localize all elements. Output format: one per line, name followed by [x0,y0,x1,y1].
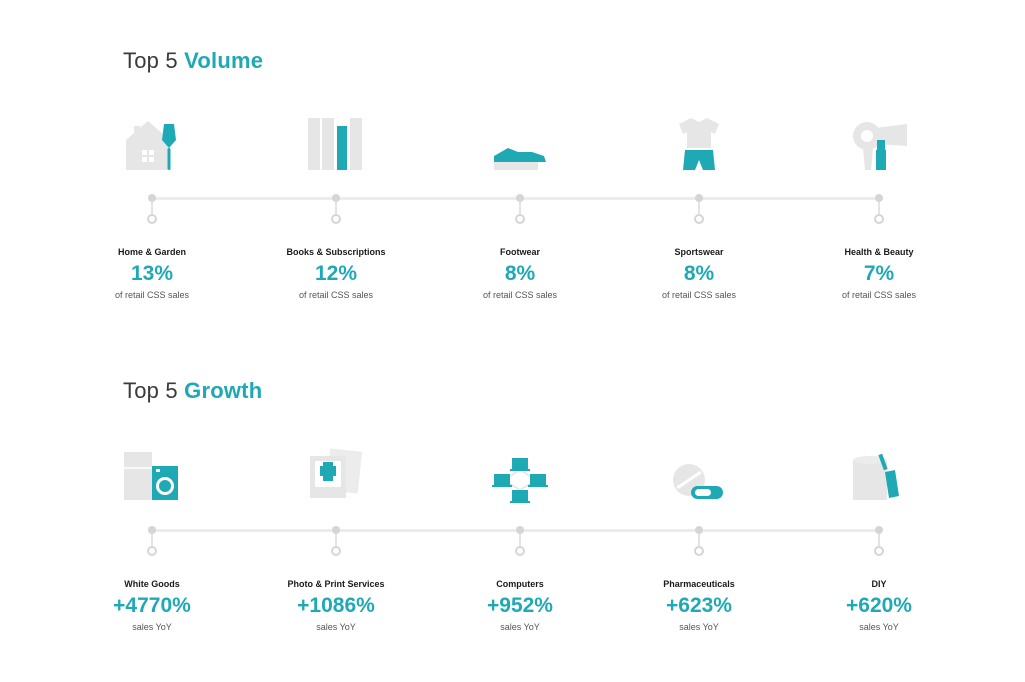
category-caption: sales YoY [132,622,172,632]
title-accent: Volume [184,48,264,73]
timeline-ring [147,546,157,556]
fridge-washer-icon [124,452,178,500]
timeline-stem [698,202,700,214]
timeline-stem [335,202,337,214]
category-value: 7% [863,262,895,285]
timeline-stem [878,202,880,214]
category-value: +1086% [297,594,375,617]
timeline-dot [875,194,883,202]
category-label: Home & Garden [117,247,186,257]
category-value: +623% [666,594,732,617]
house-trowel-icon [126,121,176,170]
category-label: Sportswear [674,247,724,257]
timeline-stem [698,534,700,546]
category-label: Books & Subscriptions [286,247,386,257]
paint-roll-brush-icon [853,453,899,500]
category-value: +620% [846,594,912,617]
timeline-stem [335,534,337,546]
shoe-icon [494,148,546,170]
category-caption: of retail CSS sales [114,290,190,300]
category-caption: sales YoY [316,622,356,632]
pills-icon [673,464,723,499]
timeline-ring [515,546,525,556]
photo-printer-icon [310,448,363,498]
timeline-ring [147,214,157,224]
timeline-ring [694,546,704,556]
sportswear-icon [679,118,719,170]
category-caption: sales YoY [500,622,540,632]
category-value: +952% [487,594,553,617]
category-caption: of retail CSS sales [661,290,737,300]
category-value: 8% [683,262,715,285]
category-value: 13% [130,262,174,285]
timeline-ring [694,214,704,224]
section-volume-title: Top 5 Volume [123,48,263,74]
timeline-dot [875,526,883,534]
timeline-stem [519,534,521,546]
section-growth-title: Top 5 Growth [123,378,262,404]
category-label: DIY [871,579,887,589]
timeline-stem [151,534,153,546]
timeline-ring [874,546,884,556]
timeline-stem [151,202,153,214]
title-plain: Top 5 [123,48,178,73]
timeline-dot [332,526,340,534]
timeline-ring [515,214,525,224]
category-label: Computers [496,579,544,589]
timeline-dot [148,526,156,534]
timeline-dot [332,194,340,202]
timeline-ring [331,214,341,224]
category-value: 8% [504,262,536,285]
timeline-stem [878,534,880,546]
timeline-stem [519,202,521,214]
timeline-dot [516,194,524,202]
title-accent: Growth [184,378,263,403]
category-caption: of retail CSS sales [482,290,558,300]
category-caption: sales YoY [679,622,719,632]
hairdryer-lipstick-icon [853,122,907,170]
category-caption: of retail CSS sales [298,290,374,300]
category-label: White Goods [124,579,180,589]
category-label: Photo & Print Services [287,579,385,589]
category-value: 12% [314,262,358,285]
timeline-ring [331,546,341,556]
timeline-dot [148,194,156,202]
network-computers-icon [492,458,548,503]
title-plain: Top 5 [123,378,178,403]
timeline-ring [874,214,884,224]
category-caption: sales YoY [859,622,899,632]
timeline-dot [695,526,703,534]
timeline-dot [516,526,524,534]
category-caption: of retail CSS sales [841,290,917,300]
category-label: Health & Beauty [844,247,914,257]
category-label: Pharmaceuticals [663,579,735,589]
timeline-dot [695,194,703,202]
category-value: +4770% [113,594,191,617]
books-icon [308,118,362,170]
category-label: Footwear [499,247,540,257]
